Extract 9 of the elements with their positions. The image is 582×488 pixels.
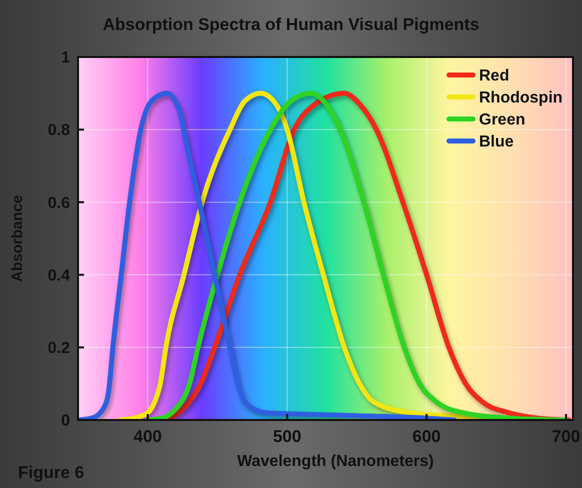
legend-label: Rhodospin <box>479 90 563 107</box>
legend-label: Red <box>479 68 510 85</box>
x-axis-title: Wavelength (Nanometers) <box>237 453 434 470</box>
chart-title: Absorption Spectra of Human Visual Pigments <box>102 15 480 34</box>
x-tick-label: 400 <box>134 427 162 446</box>
x-tick-label: 600 <box>412 427 441 446</box>
legend-label: Green <box>479 112 526 129</box>
x-tick-label: 500 <box>272 427 302 446</box>
legend-label: Blue <box>479 134 514 151</box>
